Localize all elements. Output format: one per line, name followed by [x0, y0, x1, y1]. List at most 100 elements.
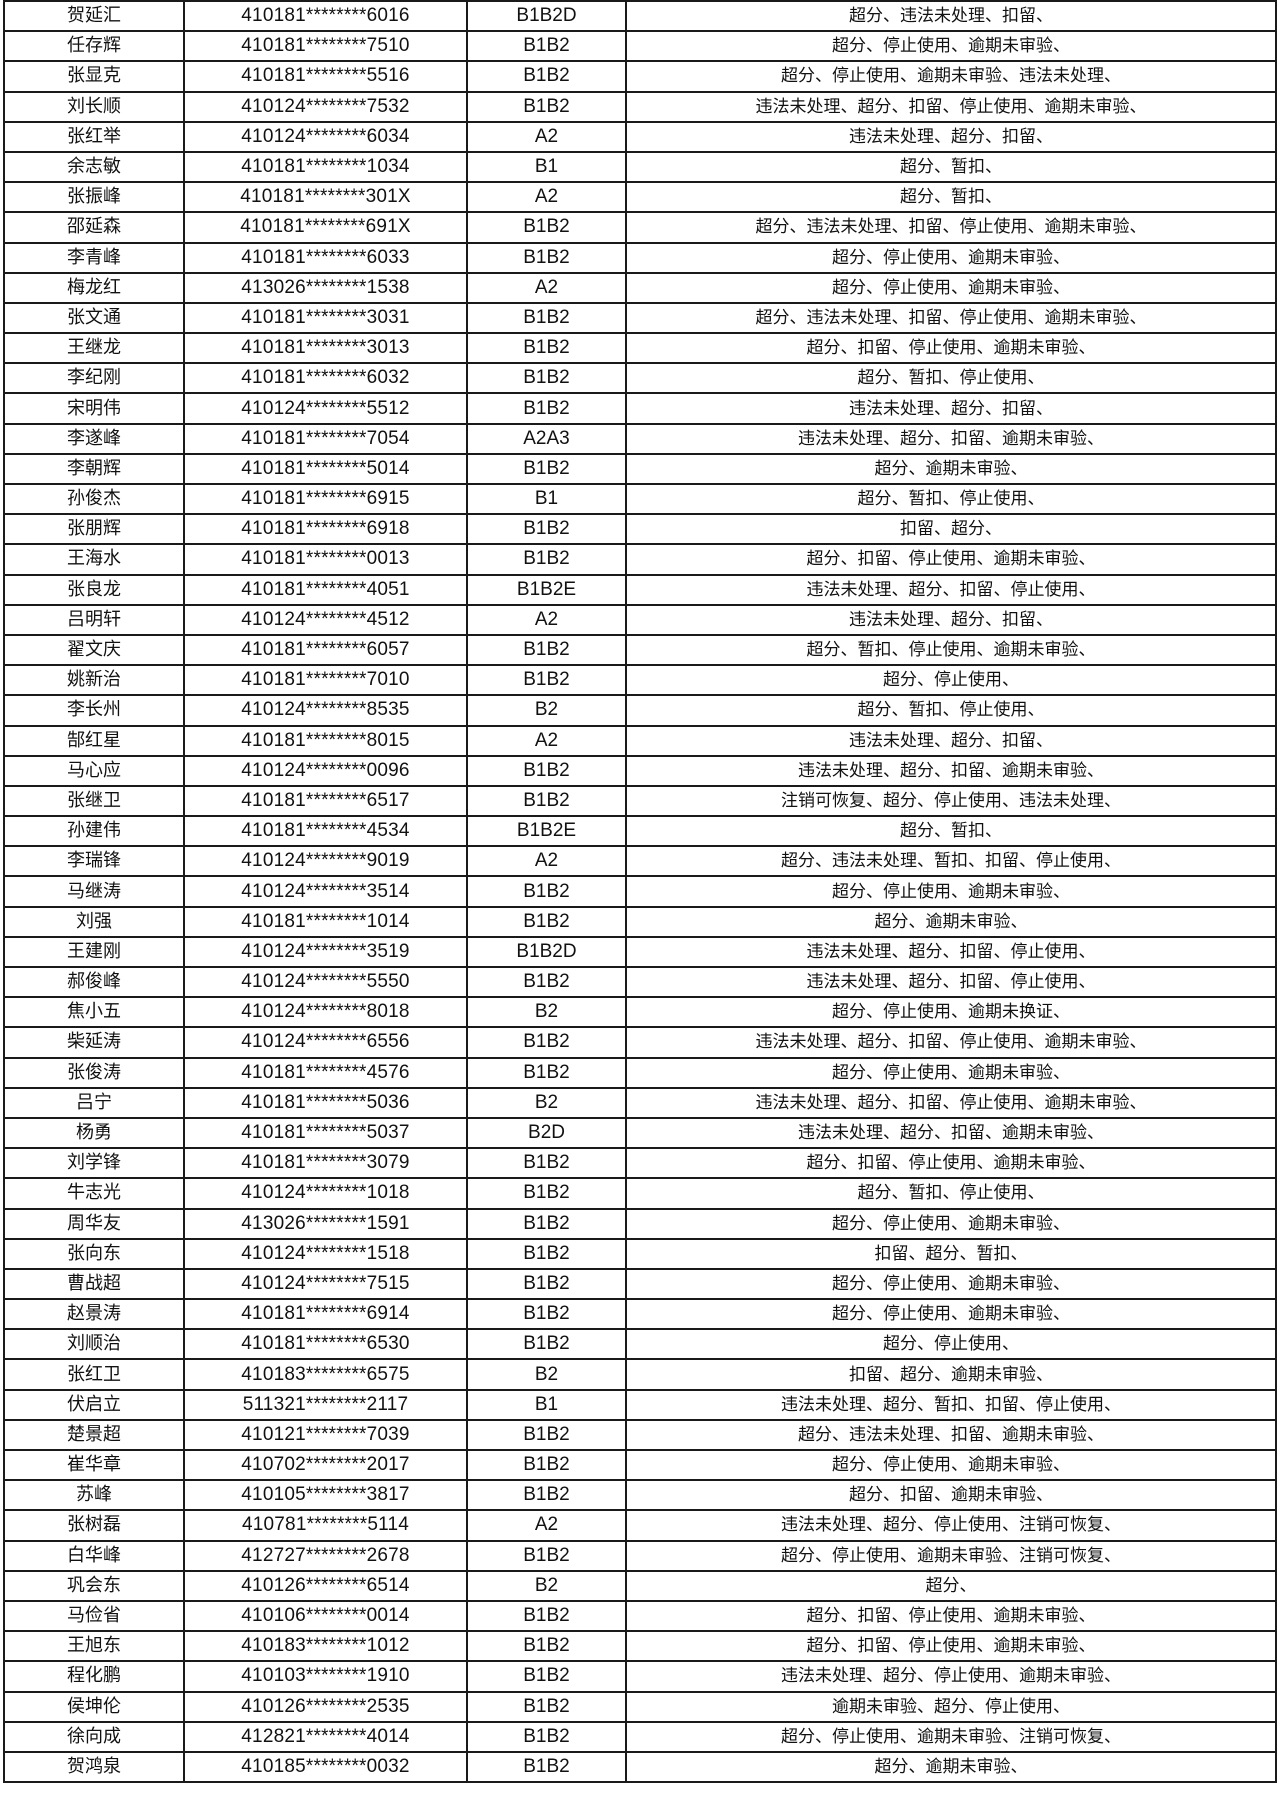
- driver-name-cell: 王旭东: [3, 1630, 185, 1663]
- license-class-cell: B1B2: [466, 1479, 627, 1512]
- status-cell: 超分、违法未处理、扣留、逾期未审验、: [625, 1418, 1277, 1452]
- table-row: 曹战超 410124********7515 B1B2 超分、停止使用、逾期未审验、: [3, 1267, 1277, 1301]
- id-number-cell: 410181********7510: [183, 30, 468, 63]
- driver-name-cell: 吕宁: [3, 1086, 185, 1119]
- license-class-cell: B1B2: [466, 1056, 627, 1089]
- license-class-cell: B1B2: [466, 332, 627, 365]
- driver-name-cell: 郝俊峰: [3, 965, 185, 999]
- license-class-cell: B2: [466, 1569, 627, 1602]
- driver-name-cell: 李瑞锋: [3, 845, 185, 878]
- table-row: 刘强 410181********1014 B1B2 超分、逾期未审验、: [3, 905, 1277, 938]
- license-class-cell: B1B2: [466, 784, 627, 818]
- table-row: 马继涛 410124********3514 B1B2 超分、停止使用、逾期未审验、: [3, 875, 1277, 908]
- status-cell: 超分、逾期未审验、: [625, 452, 1277, 486]
- table-row: 梅龙红 413026********1538 A2 超分、停止使用、逾期未审验、: [3, 271, 1277, 304]
- license-class-cell: B1B2: [466, 1418, 627, 1452]
- license-class-cell: A2: [466, 181, 627, 214]
- id-number-cell: 511321********2117: [183, 1388, 468, 1421]
- status-cell: 超分、逾期未审验、: [625, 905, 1277, 938]
- id-number-cell: 410181********6033: [183, 241, 468, 274]
- license-class-cell: B2: [466, 996, 627, 1029]
- driver-name-cell: 侯坤伦: [3, 1690, 185, 1723]
- driver-name-cell: 刘强: [3, 905, 185, 938]
- license-class-cell: B1B2: [466, 1267, 627, 1301]
- id-number-cell: 410124********4512: [183, 603, 468, 636]
- id-number-cell: 410103********1910: [183, 1660, 468, 1693]
- id-number-cell: 410185********0032: [183, 1750, 468, 1784]
- id-number-cell: 410181********4534: [183, 815, 468, 848]
- license-class-cell: B1B2: [466, 1630, 627, 1663]
- driver-name-cell: 王继龙: [3, 332, 185, 365]
- id-number-cell: 410181********1034: [183, 150, 468, 184]
- license-class-cell: B1B2: [466, 543, 627, 576]
- driver-name-cell: 王海水: [3, 543, 185, 576]
- driver-name-cell: 周华友: [3, 1207, 185, 1240]
- table-row: 李瑞锋 410124********9019 A2 超分、违法未处理、暂扣、扣留、停止…: [3, 845, 1277, 878]
- driver-name-cell: 马俭省: [3, 1599, 185, 1633]
- driver-name-cell: 孙建伟: [3, 815, 185, 848]
- status-cell: 注销可恢复、超分、停止使用、违法未处理、: [625, 784, 1277, 818]
- table-row: 张向东 410124********1518 B1B2 扣留、超分、暂扣、: [3, 1237, 1277, 1270]
- table-row: 王建刚 410124********3519 B1B2D 违法未处理、超分、扣留、停止…: [3, 935, 1277, 969]
- id-number-cell: 410181********5036: [183, 1086, 468, 1119]
- id-number-cell: 410181********8015: [183, 724, 468, 757]
- license-class-cell: A2: [466, 845, 627, 878]
- license-class-cell: B1B2: [466, 1660, 627, 1693]
- id-number-cell: 410181********3079: [183, 1147, 468, 1180]
- driver-name-cell: 马心应: [3, 754, 185, 787]
- id-number-cell: 410181********7054: [183, 422, 468, 455]
- id-number-cell: 410181********3013: [183, 332, 468, 365]
- driver-name-cell: 张振峰: [3, 181, 185, 214]
- table-row: 郝俊峰 410124********5550 B1B2 违法未处理、超分、扣留、停止使…: [3, 965, 1277, 999]
- id-number-cell: 410124********3519: [183, 935, 468, 969]
- status-cell: 扣留、超分、暂扣、: [625, 1237, 1277, 1270]
- id-number-cell: 410181********0013: [183, 543, 468, 576]
- status-cell: 超分、扣留、停止使用、逾期未审验、: [625, 543, 1277, 576]
- id-number-cell: 412821********4014: [183, 1720, 468, 1753]
- license-class-cell: B1B2E: [466, 815, 627, 848]
- id-number-cell: 410181********6530: [183, 1328, 468, 1361]
- table-row: 李朝辉 410181********5014 B1B2 超分、逾期未审验、: [3, 452, 1277, 486]
- license-class-cell: B1B2: [466, 664, 627, 697]
- id-number-cell: 410181********4051: [183, 573, 468, 606]
- table-row: 徐向成 412821********4014 B1B2 超分、停止使用、逾期未审验、注…: [3, 1720, 1277, 1753]
- id-number-cell: 410124********1518: [183, 1237, 468, 1270]
- driver-name-cell: 白华峰: [3, 1539, 185, 1572]
- driver-name-cell: 程化鹏: [3, 1660, 185, 1693]
- driver-name-cell: 伏启立: [3, 1388, 185, 1421]
- table-row: 张俊涛 410181********4576 B1B2 超分、停止使用、逾期未审验、: [3, 1056, 1277, 1089]
- status-cell: 超分、违法未处理、扣留、停止使用、逾期未审验、: [625, 301, 1277, 335]
- status-cell: 超分、停止使用、逾期未审验、: [625, 1267, 1277, 1301]
- table-row: 郜红星 410181********8015 A2 违法未处理、超分、扣留、: [3, 724, 1277, 757]
- driver-name-cell: 柴延涛: [3, 1026, 185, 1059]
- status-cell: 违法未处理、超分、扣留、逾期未审验、: [625, 422, 1277, 455]
- id-number-cell: 410781********5114: [183, 1509, 468, 1542]
- status-cell: 超分、暂扣、停止使用、逾期未审验、: [625, 633, 1277, 667]
- driver-violation-table: 贺延汇 410181********6016 B1B2D 超分、违法未处理、扣留、 任存…: [3, 0, 1277, 1784]
- driver-name-cell: 张树磊: [3, 1509, 185, 1542]
- id-number-cell: 410181********691X: [183, 211, 468, 244]
- table-row: 李纪刚 410181********6032 B1B2 超分、暂扣、停止使用、: [3, 362, 1277, 395]
- table-row: 楚景超 410121********7039 B1B2 超分、违法未处理、扣留、逾期未…: [3, 1418, 1277, 1452]
- status-cell: 超分、停止使用、逾期未审验、: [625, 1207, 1277, 1240]
- status-cell: 违法未处理、超分、扣留、: [625, 392, 1277, 425]
- status-cell: 超分、扣留、停止使用、逾期未审验、: [625, 1147, 1277, 1180]
- table-row: 翟文庆 410181********6057 B1B2 超分、暂扣、停止使用、逾期未审…: [3, 633, 1277, 667]
- id-number-cell: 410181********6517: [183, 784, 468, 818]
- table-row: 邵延森 410181********691X B1B2 超分、违法未处理、扣留、停止使…: [3, 211, 1277, 244]
- license-class-cell: B1B2: [466, 392, 627, 425]
- license-class-cell: B1B2E: [466, 573, 627, 606]
- license-class-cell: B1B2: [466, 1750, 627, 1784]
- id-number-cell: 410124********6556: [183, 1026, 468, 1059]
- table-row: 伏启立 511321********2117 B1 违法未处理、超分、暂扣、扣留、停止…: [3, 1388, 1277, 1421]
- license-class-cell: B1B2: [466, 30, 627, 63]
- table-row: 牛志光 410124********1018 B1B2 超分、暂扣、停止使用、: [3, 1177, 1277, 1210]
- status-cell: 超分、暂扣、: [625, 181, 1277, 214]
- driver-name-cell: 姚新治: [3, 664, 185, 697]
- license-class-cell: B1B2: [466, 1720, 627, 1753]
- license-class-cell: A2: [466, 724, 627, 757]
- driver-name-cell: 翟文庆: [3, 633, 185, 667]
- driver-name-cell: 张向东: [3, 1237, 185, 1270]
- status-cell: 超分、停止使用、逾期未审验、注销可恢复、: [625, 1539, 1277, 1572]
- status-cell: 超分、违法未处理、扣留、停止使用、逾期未审验、: [625, 211, 1277, 244]
